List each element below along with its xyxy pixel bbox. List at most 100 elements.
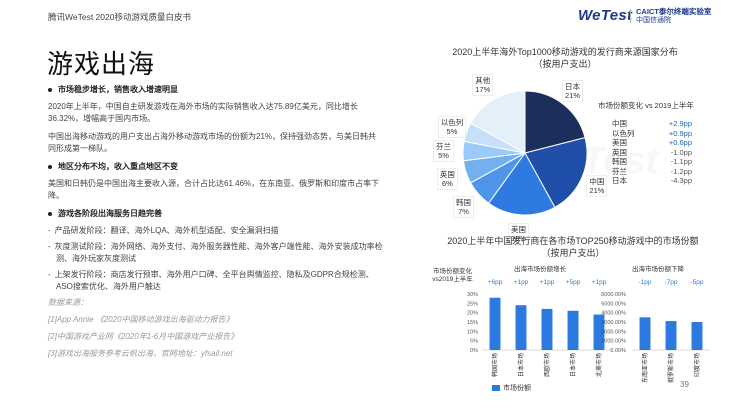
share-change-country: 中国	[612, 119, 627, 128]
bar-change-label: +1pp	[540, 279, 555, 286]
pie-slice-label: 中国 21%	[586, 174, 608, 197]
share-change-row: 日本 -4.3pp	[612, 176, 692, 186]
section-heading: 市场稳步增长，销售收入增速明显	[48, 84, 383, 95]
bar-category-label: 俄罗斯市场	[667, 353, 675, 383]
bar-change-label: -7pp	[664, 279, 677, 286]
pie-slice-value: 6%	[441, 178, 453, 188]
y-tick-label: 3000.00%	[601, 320, 626, 326]
caict-logo: CAICT泰尔终端实验室 中国信通院	[636, 7, 711, 25]
bar	[593, 314, 605, 350]
group1-title: 出海市场份额增长	[514, 266, 566, 273]
pie-chart-title-line2: （按用户支出）	[533, 59, 597, 69]
bullet-icon	[48, 87, 52, 92]
pie-slice-name: 英国	[439, 169, 455, 179]
bar-category-label: 日本市场	[569, 353, 577, 377]
share-change-value: +0.6pp	[668, 138, 692, 147]
share-change-value: -1.0pp	[670, 147, 692, 157]
source-item: [1]App Annie 《2020中国移动游戏出海驱动力报告》	[48, 315, 234, 324]
bar	[541, 308, 553, 350]
pie-slice	[524, 136, 588, 209]
pie-slice-label: 美国 18%	[507, 222, 529, 245]
source-item: [3]游戏出海服务参考云帆出海，官网地址：yfsail.net	[48, 349, 233, 358]
section-heading-text: 游戏各阶段出海服务日趋完善	[58, 209, 162, 218]
bar	[489, 297, 501, 350]
pie-slice-name: 芬兰	[436, 142, 452, 152]
caict-logo-text: CAICT泰尔终端实验室	[636, 7, 712, 16]
bar-change-label: -5pp	[690, 279, 703, 286]
list-item-text: 上架发行阶段：商店发行预审、海外用户口碑、全平台舆情监控、隐私及GDPR合规检测…	[54, 270, 374, 291]
share-change-rows: 中国 +2.9pp 以色列 +0.9pp 美国 +0.6pp 英国 -1.0pp 韩国 -1.1p…	[612, 119, 694, 186]
bar-change-label: +1pp	[514, 279, 529, 286]
pie-slice-name: 其他	[475, 76, 491, 86]
bar-category-label: 东南亚市场	[641, 353, 649, 383]
section-heading-text: 地区分布不均，收入重点地区不变	[58, 162, 178, 171]
y-tick-label: 30%	[467, 292, 478, 298]
bullet-icon	[48, 164, 52, 169]
pie-slice-value: 5%	[438, 151, 449, 161]
pie-slice-name: 以色列	[440, 117, 464, 127]
share-change-country: 芬兰	[612, 166, 627, 176]
bar	[691, 322, 703, 350]
share-change-country: 以色列	[612, 128, 635, 138]
pie-slice-label: 芬兰 5%	[433, 140, 455, 163]
legend-label: 市场份额	[503, 385, 531, 392]
y-tick-label: 1000.00%	[601, 339, 626, 345]
share-change-title: 市场份额变化 vs 2019上半年	[598, 101, 694, 110]
section-heading: 游戏各阶段出海服务日趋完善	[48, 208, 383, 219]
pie-slice-value: 18%	[510, 233, 526, 243]
bar-category-label: 北美市场	[595, 353, 603, 377]
pie-slice-name: 日本	[565, 81, 581, 91]
pie-slice-value: 5%	[446, 126, 458, 136]
source-item: [2]中国游戏产业网《2020年1-6月中国游戏产业报告》	[48, 332, 239, 341]
y-tick-label: 0%	[470, 348, 478, 354]
pie-chart-title-line1: 2020上半年海外Top1000移动游戏的发行商来源国家分布	[452, 47, 678, 57]
share-change-value: +0.9pp	[668, 128, 692, 138]
bar-change-label: +6pp	[488, 279, 503, 286]
pie-slice-label: 其他 17%	[472, 74, 494, 97]
pie-slice-label: 韩国 7%	[452, 195, 474, 218]
bar-change-label: -1pp	[638, 279, 651, 286]
y-tick-label: 0.00%	[610, 348, 626, 354]
bar-chart-title: 2020上半年中国发行商在各市场TOP250移动游戏中的市场份额 （按用户支出）	[408, 235, 738, 259]
bar-chart-title-line2: （按用户支出）	[541, 248, 605, 258]
share-change-row: 韩国 -1.1pp	[612, 157, 692, 167]
paragraph: 中国出海移动游戏的用户支出占海外移动游戏市场的份额为21%，保持强劲态势，与美日…	[48, 132, 377, 153]
share-change-value: -1.2pp	[670, 166, 692, 176]
bar	[639, 317, 651, 350]
pie-slice-name: 韩国	[455, 197, 471, 207]
pie-slice-value: 21%	[589, 185, 605, 195]
bar-change-label: +1pp	[592, 279, 607, 286]
left-text-column: 市场稳步增长，销售收入增速明显 2020年上半年，中国自主研发游戏在海外市场的实…	[48, 84, 383, 365]
pie-slice-value: 21%	[565, 90, 581, 100]
share-change-row: 英国 -1.0pp	[612, 148, 692, 158]
pie-chart-svg	[462, 90, 588, 216]
pie-slice-label: 日本 21%	[562, 79, 584, 102]
section-heading-text: 市场稳步增长，销售收入增速明显	[58, 85, 178, 94]
bar-category-label: 西欧市场	[543, 353, 551, 377]
pie-slice-value: 17%	[475, 85, 491, 95]
page-title: 游戏出海	[47, 49, 156, 79]
group2-title: 出海市场份额下降	[632, 266, 684, 273]
section-heading: 地区分布不均，收入重点地区不变	[48, 161, 383, 172]
legend-swatch	[492, 385, 500, 392]
y-tick-label: 5%	[470, 339, 478, 345]
share-change-row: 芬兰 -1.2pp	[612, 167, 692, 177]
share-change-value: -1.1pp	[670, 157, 692, 166]
share-change-value: -4.3pp	[670, 176, 692, 185]
y-tick-label: 15%	[467, 320, 478, 326]
bar-chart-title-line1: 2020上半年中国发行商在各市场TOP250移动游戏中的市场份额	[447, 236, 699, 246]
pie-slice	[487, 152, 556, 216]
wetest-logo: WeTest	[578, 7, 633, 24]
pie-slice-value: 7%	[458, 206, 469, 216]
share-change-row: 中国 +2.9pp	[612, 119, 692, 129]
header-report-title: 腾讯WeTest 2020移动游戏质量白皮书	[48, 12, 191, 22]
list-item: - 上架发行阶段：商店发行预审、海外用户口碑、全平台舆情监控、隐私及GDPR合规检…	[48, 270, 374, 291]
pie-chart	[460, 88, 590, 223]
pie-slice-name: 中国	[589, 176, 605, 186]
y-tick-label: 20%	[467, 311, 478, 317]
paragraph: 2020年上半年，中国自主研发游戏在海外市场的实际销售收入达75.89亿美元，同…	[48, 102, 358, 123]
pie-slice	[524, 90, 586, 154]
caict-logo-subtext: 中国信通院	[636, 17, 671, 24]
logo-divider	[630, 9, 631, 23]
bar	[515, 305, 527, 350]
